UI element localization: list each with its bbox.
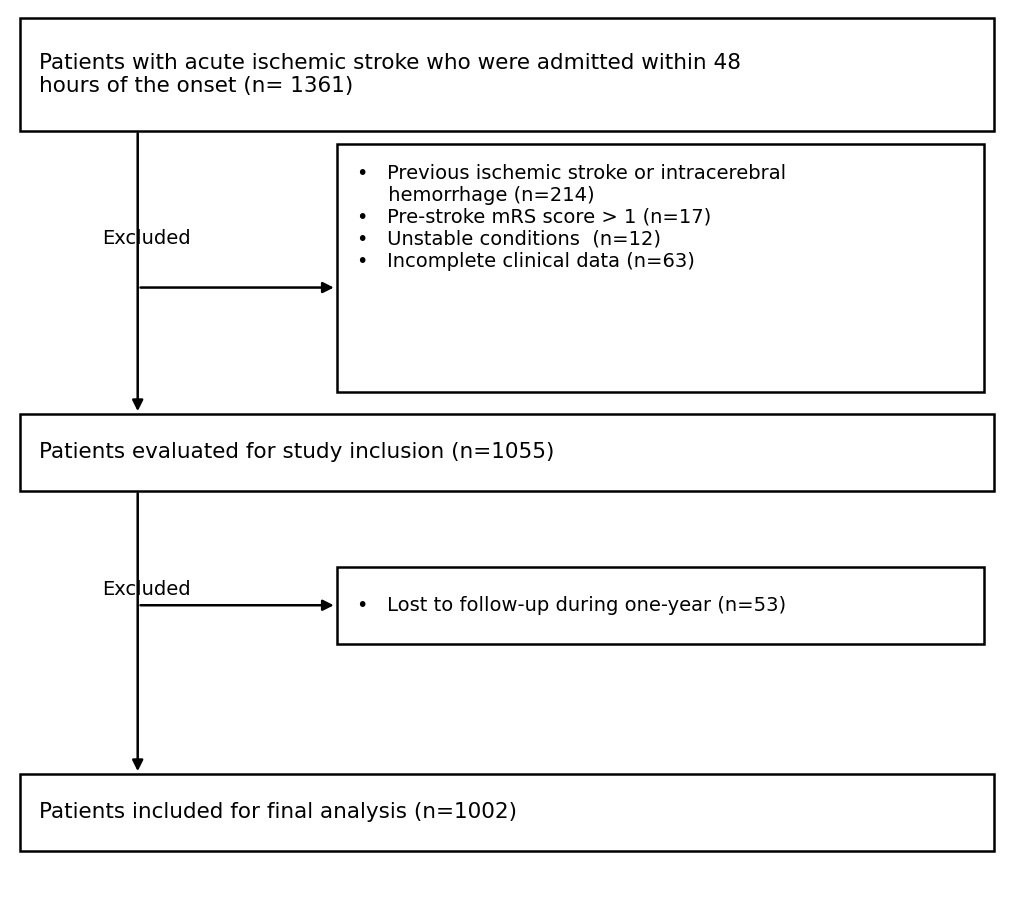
Text: Patients evaluated for study inclusion (n=1055): Patients evaluated for study inclusion (…: [39, 442, 553, 463]
Text: •   Previous ischemic stroke or intracerebral
     hemorrhage (n=214)
•   Pre-st: • Previous ischemic stroke or intracereb…: [357, 164, 786, 271]
Text: Patients with acute ischemic stroke who were admitted within 48
hours of the ons: Patients with acute ischemic stroke who …: [39, 52, 740, 96]
Text: Patients included for final analysis (n=1002): Patients included for final analysis (n=…: [39, 802, 517, 823]
Text: Excluded: Excluded: [102, 580, 191, 599]
FancyBboxPatch shape: [20, 774, 994, 850]
Text: Excluded: Excluded: [102, 229, 191, 248]
Text: •   Lost to follow-up during one-year (n=53): • Lost to follow-up during one-year (n=5…: [357, 596, 786, 615]
FancyBboxPatch shape: [336, 144, 983, 392]
FancyBboxPatch shape: [20, 414, 994, 490]
FancyBboxPatch shape: [20, 18, 994, 130]
FancyBboxPatch shape: [336, 567, 983, 644]
